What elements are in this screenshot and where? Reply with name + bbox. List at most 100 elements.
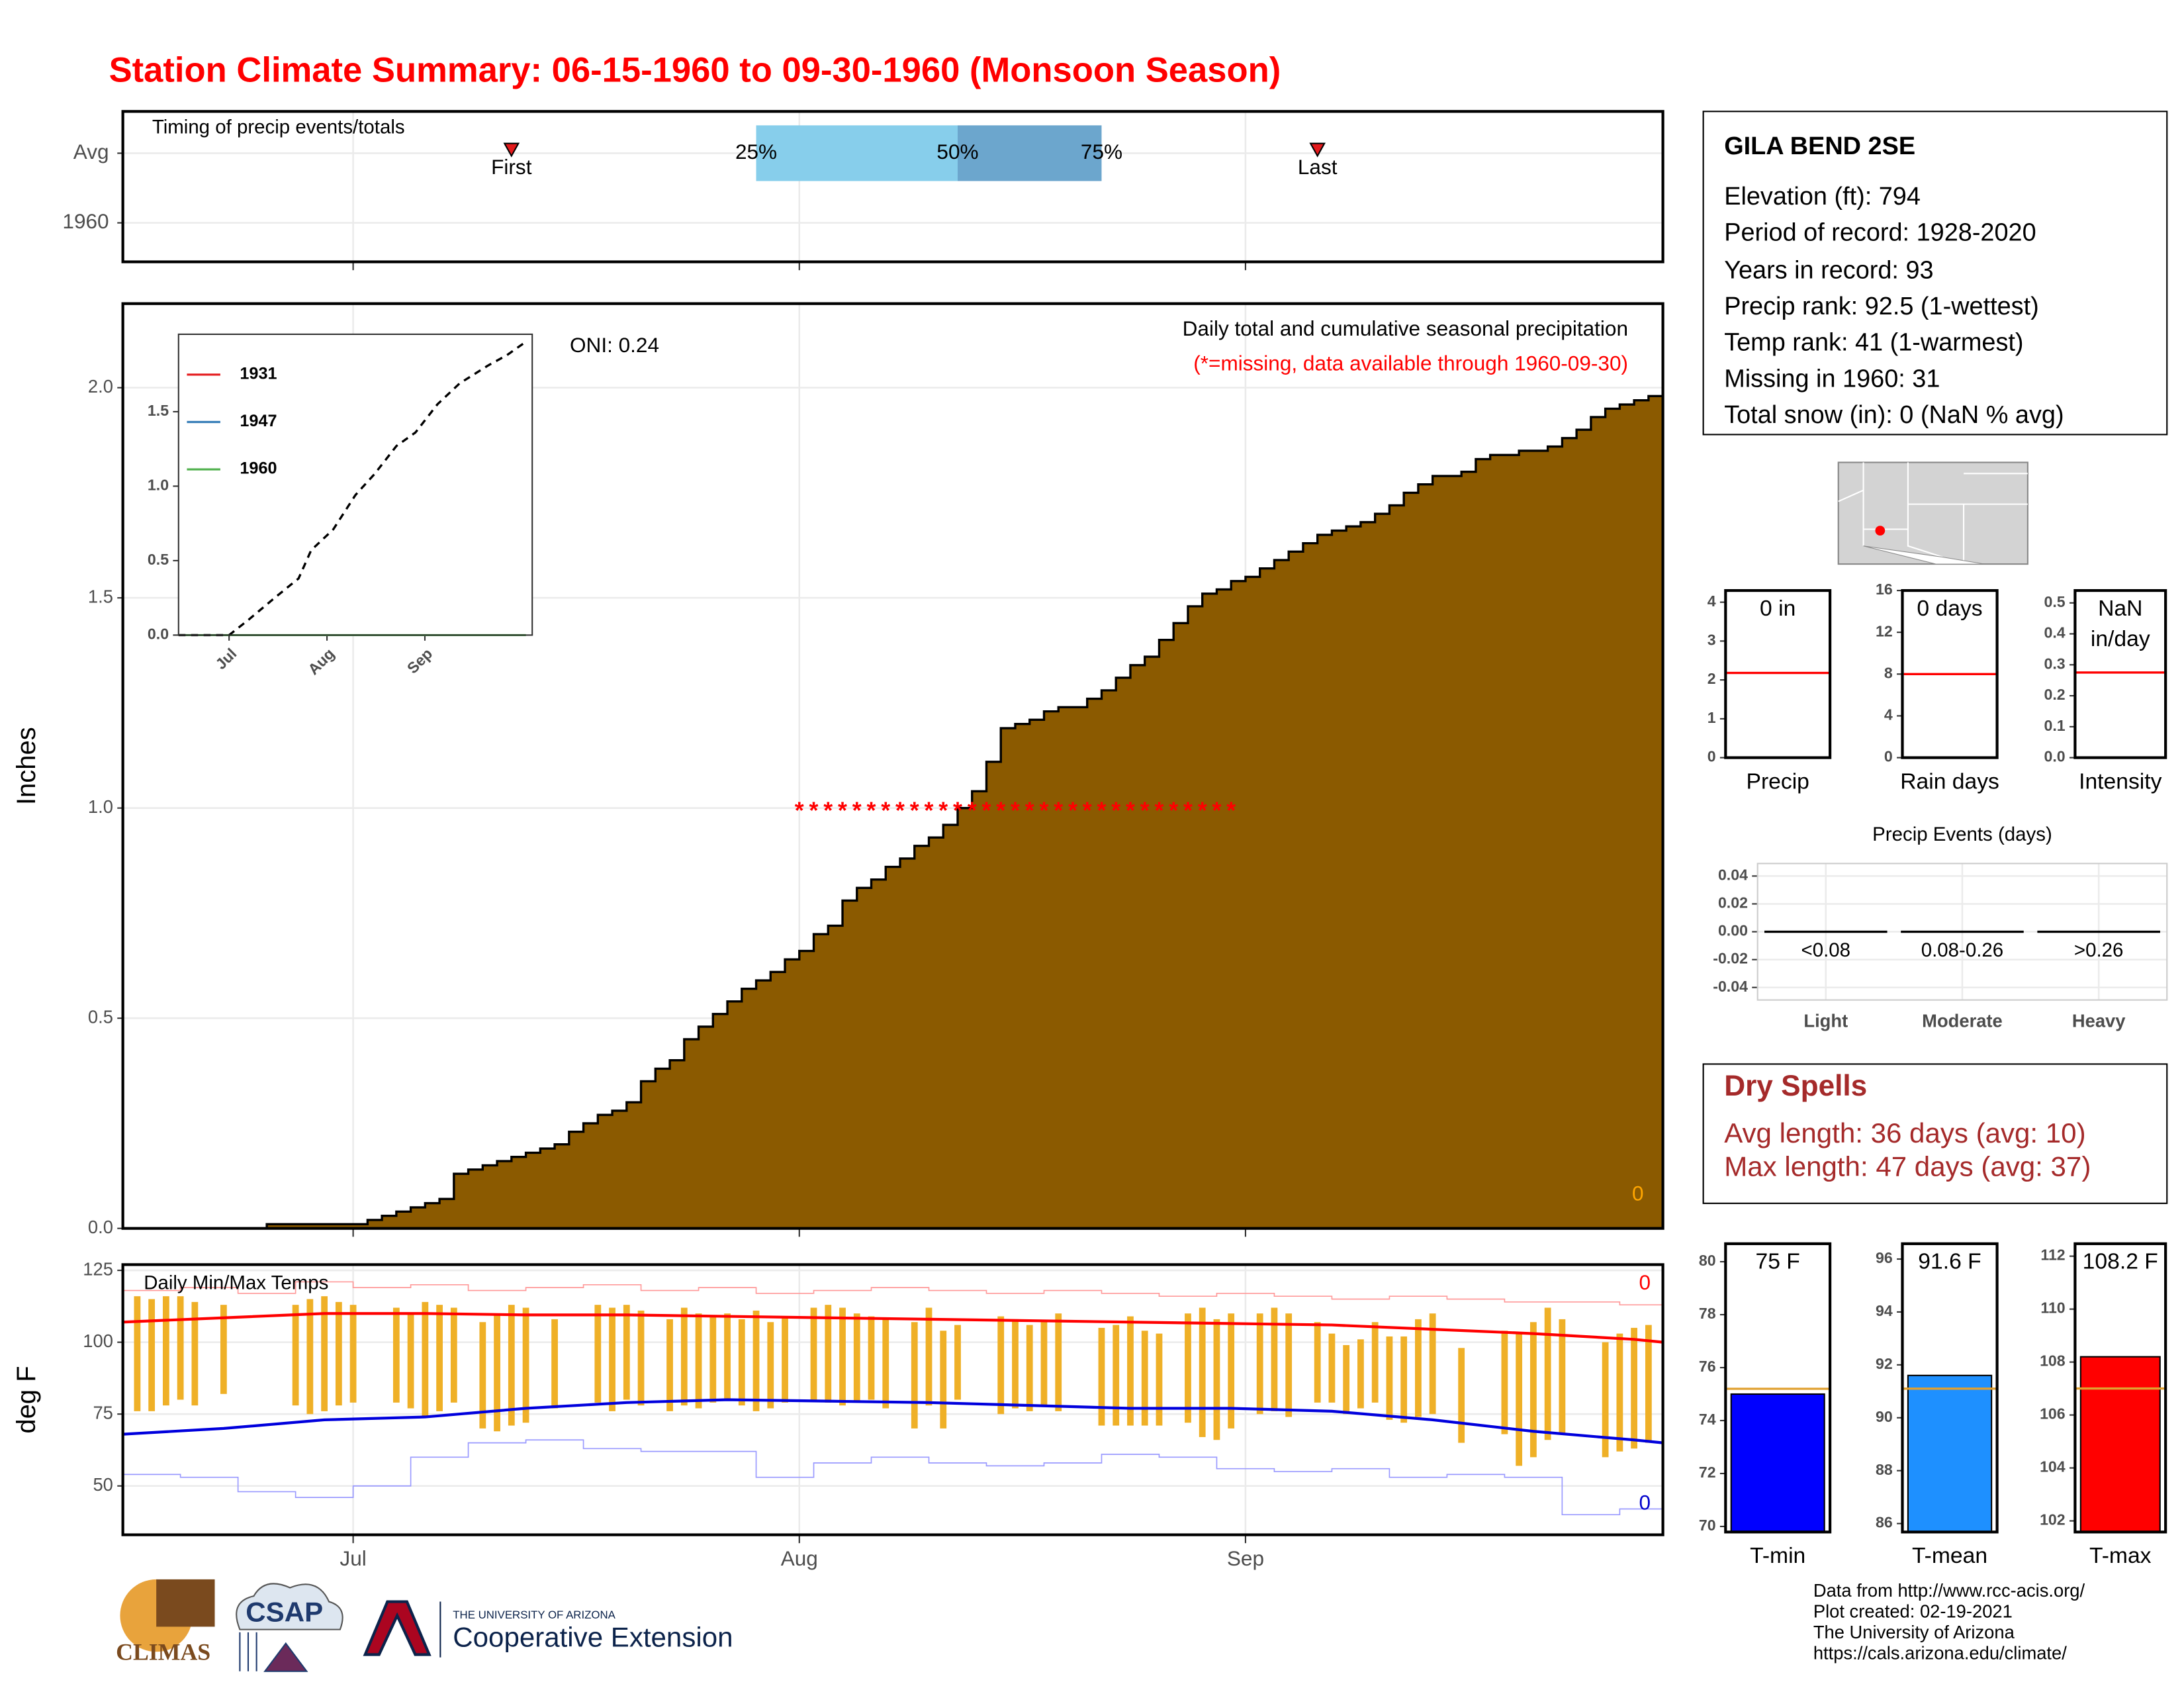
csap-mark (239, 1632, 308, 1672)
temp-range-bar (1371, 1322, 1379, 1403)
y-tick-label: 92 (1876, 1355, 1893, 1372)
missing-marker: * (1140, 797, 1150, 823)
temp-range-bar (1012, 1319, 1019, 1409)
panel-label: Daily Min/Max Temps (144, 1272, 328, 1294)
y-tick-label: 80 (1699, 1252, 1716, 1269)
y-tick-label: 0.5 (2044, 593, 2066, 610)
y-tick-label: 1.5 (148, 402, 169, 419)
temp-range-bar (666, 1319, 673, 1411)
temp-range-bar (349, 1305, 357, 1403)
temp-range-bar (1516, 1333, 1523, 1466)
missing-marker: * (1212, 797, 1221, 823)
missing-marker: * (1198, 797, 1207, 823)
y-tick-label: 0.0 (88, 1217, 113, 1237)
inset-background (178, 334, 533, 635)
temp-range-bar (868, 1316, 875, 1400)
missing-marker: * (1011, 797, 1020, 823)
x-tick-label: Jul (340, 1546, 366, 1570)
y-tick-label: 0 (1707, 748, 1716, 765)
y-tick-label: 94 (1876, 1302, 1893, 1319)
temp-range-bar (940, 1331, 947, 1429)
temp-line (122, 1398, 1663, 1444)
logos: CLIMAS CSAP THE UNIVERSITY OF ARIZONA Co… (116, 1579, 733, 1672)
y-tick-label: 110 (2040, 1299, 2065, 1317)
csap-logo: CSAP (246, 1597, 323, 1628)
map-edge (1863, 545, 1985, 565)
y-tick-label: 0.02 (1718, 894, 1748, 912)
temp-range-bar (1113, 1325, 1120, 1426)
y-axis-label: Inches (12, 727, 41, 805)
panel-subtitle: Daily total and cumulative seasonal prec… (1183, 316, 1628, 340)
y-tick-label: 8 (1884, 664, 1893, 681)
missing-marker: * (996, 797, 1005, 823)
y-tick-label: 2 (1707, 670, 1716, 687)
value-label-box: 108.2 F (2083, 1250, 2158, 1274)
category-label: Precip (1746, 769, 1809, 794)
category-label: Intensity (2079, 769, 2162, 794)
y-tick-label: 50 (93, 1474, 113, 1495)
temp-range-bar (508, 1305, 515, 1426)
y-tick-label: 1 (1707, 709, 1716, 726)
missing-marker: * (838, 797, 847, 823)
missing-marker: * (1025, 797, 1034, 823)
percentile-label: 75% (1081, 140, 1122, 164)
station-line: Elevation (ft): 794 (1724, 183, 1921, 211)
temp-range-bar (1357, 1339, 1364, 1409)
temp-line (122, 1281, 1664, 1306)
temp-range-bar (162, 1296, 169, 1406)
missing-marker: * (953, 797, 962, 823)
bar (1907, 1374, 1993, 1533)
station-line: Missing in 1960: 31 (1724, 365, 1940, 393)
missing-marker: * (1111, 797, 1120, 823)
y-tick-label: 0.5 (88, 1006, 113, 1027)
dry-spells-box (1702, 1063, 2168, 1204)
page-title: Station Climate Summary: 06-15-1960 to 0… (109, 50, 1281, 89)
y-tick-label: 102 (2040, 1511, 2066, 1528)
panel-label: Timing of precip events/totals (152, 116, 405, 138)
y-tick-label: -0.04 (1713, 978, 1748, 995)
temp-range-bar (1343, 1344, 1350, 1415)
temp-range-bar (292, 1305, 299, 1406)
temp-range-bar (680, 1307, 688, 1406)
footer-line: The University of Arizona (1813, 1622, 2015, 1642)
station-dot (1875, 526, 1886, 536)
temp-range-bar (1602, 1342, 1609, 1458)
temp-range-bar (335, 1301, 342, 1406)
panel-frame (121, 1263, 1664, 1536)
missing-marker: * (1068, 797, 1077, 823)
bar (2079, 1356, 2161, 1533)
y-tick-label: 0.5 (148, 551, 169, 568)
panel-frame (2073, 588, 2167, 759)
percentile-label: 25% (735, 140, 777, 164)
y-tick-label: 0 (1884, 748, 1893, 765)
temp-range-bar (911, 1322, 918, 1429)
temp-range-bar (1544, 1307, 1551, 1440)
category-label: T-mean (1912, 1544, 1987, 1568)
temp-range-bar (191, 1301, 199, 1406)
temp-range-bar (609, 1307, 615, 1411)
missing-marker: * (881, 797, 890, 823)
temp-range-bar (1256, 1313, 1263, 1415)
missing-marker: * (809, 797, 819, 823)
station-line: Period of record: 1928-2020 (1724, 218, 2036, 246)
temp-range-bar (148, 1299, 156, 1411)
temp-range-bar (1285, 1313, 1293, 1417)
panel-frame (1901, 1242, 1999, 1534)
y-tick-label: 70 (1699, 1517, 1716, 1534)
y-tick-label: 4 (1884, 706, 1893, 724)
temp-range-bar (436, 1305, 443, 1411)
panel-frame (2073, 1242, 2167, 1534)
average-line (178, 340, 527, 637)
temp-range-bar (1055, 1313, 1062, 1411)
panel-frame (1756, 863, 2168, 1001)
temp-range-bar (1098, 1327, 1105, 1426)
temp-range-bar (1429, 1313, 1436, 1415)
temp-range-bar (551, 1319, 558, 1409)
event-label: Last (1298, 155, 1338, 179)
missing-marker: * (910, 797, 919, 823)
temp-range-bar (1026, 1325, 1033, 1411)
y-tick-label: 2.0 (88, 376, 113, 397)
y-tick-label: 0.0 (148, 626, 169, 643)
dry-spells-line: Max length: 47 days (avg: 37) (1724, 1150, 2091, 1182)
temp-range-bar (1271, 1307, 1278, 1411)
